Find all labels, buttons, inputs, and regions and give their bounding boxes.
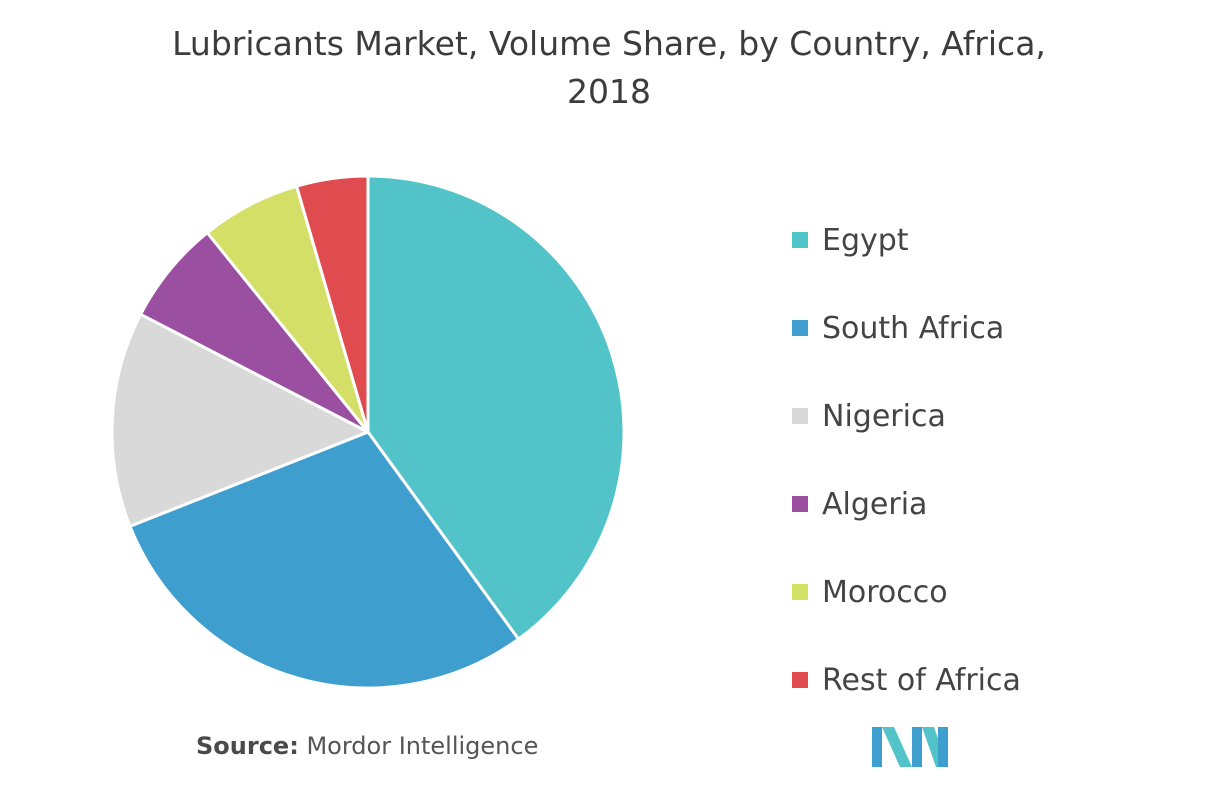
source-credit: Source: Mordor Intelligence (196, 732, 538, 760)
pie-slice-south-africa (128, 430, 520, 690)
pie-slice-egypt (366, 174, 626, 641)
legend-item-south-africa: South Africa (792, 284, 1021, 372)
pie-slice-rest-of-africa (295, 174, 370, 434)
legend-label-south-africa: South Africa (822, 310, 1005, 346)
chart-legend: Egypt South Africa Nigerica Algeria Morocco R… (792, 196, 1021, 724)
source-text: Mordor Intelligence (306, 732, 539, 760)
legend-swatch-south-africa (792, 320, 808, 336)
legend-item-rest-of-africa: Rest of Africa (792, 636, 1021, 724)
legend-swatch-algeria (792, 496, 808, 512)
legend-swatch-morocco (792, 584, 808, 600)
pie-slice-nigerica (110, 312, 370, 528)
logo-middle-shape (912, 727, 922, 767)
source-label: Source: (196, 732, 299, 760)
legend-label-morocco: Morocco (822, 574, 948, 610)
legend-item-algeria: Algeria (792, 460, 1021, 548)
legend-label-algeria: Algeria (822, 486, 928, 522)
legend-swatch-egypt (792, 232, 808, 248)
legend-swatch-rest-of-africa (792, 672, 808, 688)
legend-label-egypt: Egypt (822, 222, 909, 258)
logo-left-shape (872, 727, 882, 767)
legend-label-rest-of-africa: Rest of Africa (822, 662, 1021, 698)
mordor-intelligence-logo-icon (872, 727, 948, 767)
logo-left-diagonal (882, 727, 912, 767)
legend-item-egypt: Egypt (792, 196, 1021, 284)
chart-title: Lubricants Market, Volume Share, by Coun… (0, 20, 1218, 116)
chart-title-line-1: Lubricants Market, Volume Share, by Coun… (172, 24, 1046, 63)
legend-label-nigerica: Nigerica (822, 398, 946, 434)
logo-right-shape (938, 727, 948, 767)
legend-item-nigerica: Nigerica (792, 372, 1021, 460)
legend-item-morocco: Morocco (792, 548, 1021, 636)
chart-title-line-2: 2018 (567, 72, 651, 111)
legend-swatch-nigerica (792, 408, 808, 424)
